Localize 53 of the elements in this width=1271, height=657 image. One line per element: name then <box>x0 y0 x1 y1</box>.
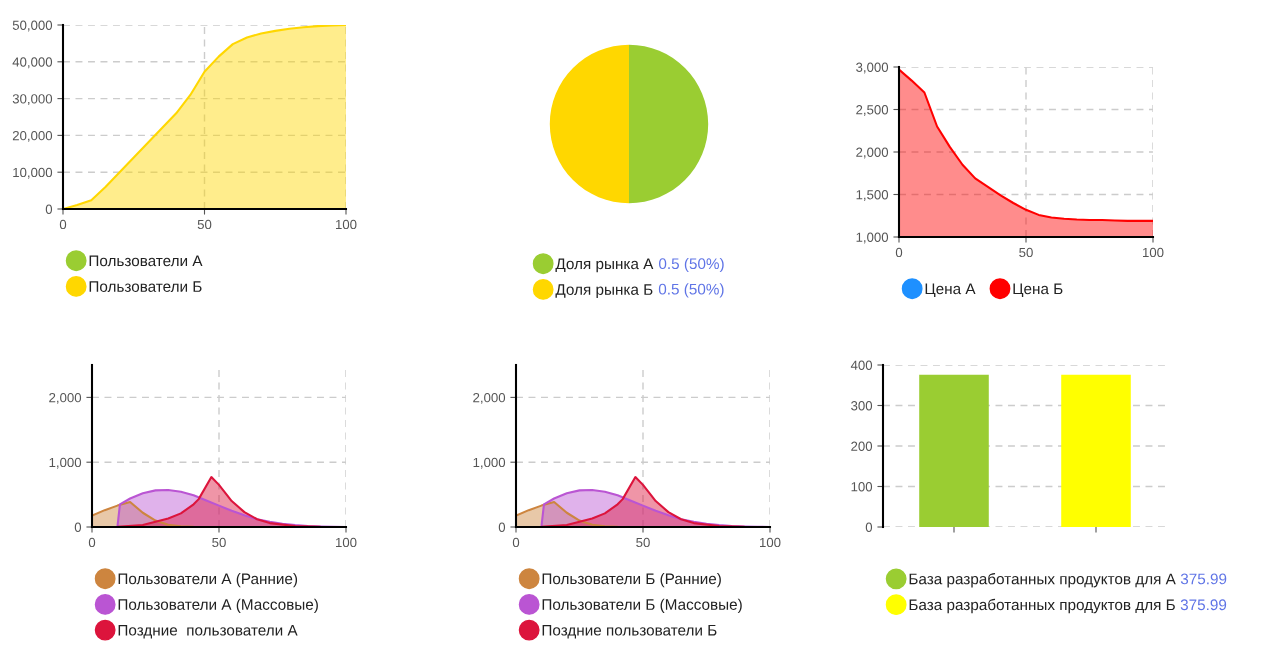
x-tick-label: 50 <box>197 219 212 230</box>
x-tick-label: 50 <box>1019 247 1033 258</box>
y-tick-label: 10,000 <box>13 167 53 179</box>
y-tick-label: 0 <box>865 522 873 532</box>
x-tick-label: 0 <box>895 247 903 258</box>
legend-label: Поздние пользователи Б <box>542 624 717 639</box>
legend-label: Пользователи Б <box>89 281 202 292</box>
x-tick-label: 50 <box>636 537 650 548</box>
y-tick-label: 300 <box>851 401 873 411</box>
y-tick-label: 1,500 <box>856 190 889 201</box>
legend-label: Пользователи Б (Массовые) <box>542 598 742 613</box>
x-tick-label: 0 <box>88 537 96 548</box>
x-tick-label: 100 <box>336 537 357 548</box>
legend-label: Пользователи А (Массовые) <box>118 598 318 613</box>
legend-label: Пользователи А <box>89 255 203 267</box>
y-tick-label: 1,000 <box>49 457 82 469</box>
y-tick-label: 2,000 <box>856 147 889 159</box>
y-tick-label: 0 <box>45 204 53 214</box>
x-tick-label: 100 <box>1143 247 1164 258</box>
legend-label: Доля рынка Б <box>555 284 653 298</box>
pie-slice <box>629 44 709 204</box>
y-tick-label: 0 <box>74 522 82 532</box>
legend-label: Пользователи А (Ранние) <box>118 573 298 588</box>
y-tick-label: 30,000 <box>12 94 53 106</box>
y-tick-label: 1,000 <box>856 232 889 244</box>
legend-label: База разработанных продуктов для Б <box>909 598 1175 614</box>
y-tick-label: 400 <box>850 360 873 370</box>
legend-label: База разработанных продуктов для А <box>909 573 1176 588</box>
legend-label: Поздние пользователи А <box>118 624 298 639</box>
y-tick-label: 2,500 <box>856 105 889 116</box>
legend-label: Цена Б <box>1013 283 1063 298</box>
y-tick-label: 40,000 <box>12 57 53 69</box>
pie-slice <box>549 44 629 204</box>
y-tick-label: 100 <box>851 482 873 492</box>
y-tick-label: 3,000 <box>856 62 889 74</box>
y-tick-label: 2,000 <box>49 392 82 404</box>
y-tick-label: 200 <box>851 441 873 451</box>
x-tick-label: 100 <box>336 219 357 230</box>
legend-label: Цена А <box>925 283 976 298</box>
text: 375.99 <box>1180 573 1227 585</box>
x-tick-label: 50 <box>212 537 226 548</box>
y-tick-label: 20,000 <box>12 130 53 142</box>
text: 375.99 <box>1180 599 1227 611</box>
data-label: 0.5 (50%) <box>658 283 724 298</box>
x-tick-label: 100 <box>760 537 781 548</box>
y-tick-label: 50,000 <box>12 20 53 32</box>
legend-label: Пользователи Б (Ранние) <box>542 573 721 588</box>
legend-label: Доля рынка А <box>555 258 654 273</box>
x-tick-label: 0 <box>512 537 520 548</box>
y-tick-label: 0 <box>498 522 506 532</box>
data-label: 0.5 (50%) <box>658 257 724 273</box>
y-tick-label: 2,000 <box>473 392 506 404</box>
y-tick-label: 1,000 <box>473 457 506 469</box>
